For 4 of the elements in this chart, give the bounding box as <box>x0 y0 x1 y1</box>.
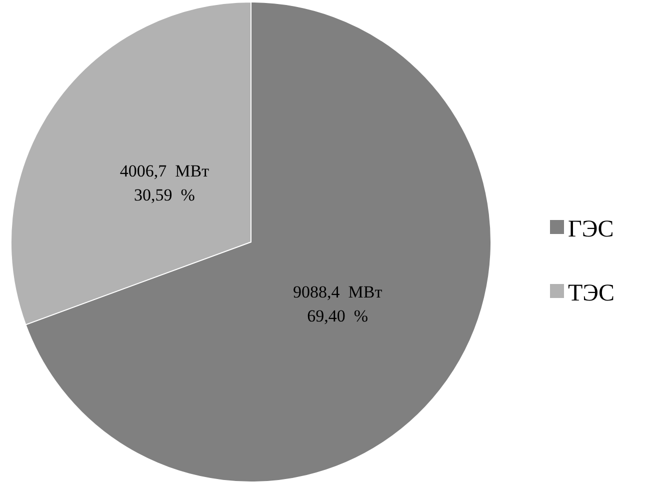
legend-label: ТЭС <box>568 280 615 306</box>
data-label: 4006,7 МВт 30,59 % <box>120 161 210 204</box>
data-label: 9088,4 МВт 69,40 % <box>293 282 383 326</box>
legend-label: ГЭС <box>568 216 614 242</box>
